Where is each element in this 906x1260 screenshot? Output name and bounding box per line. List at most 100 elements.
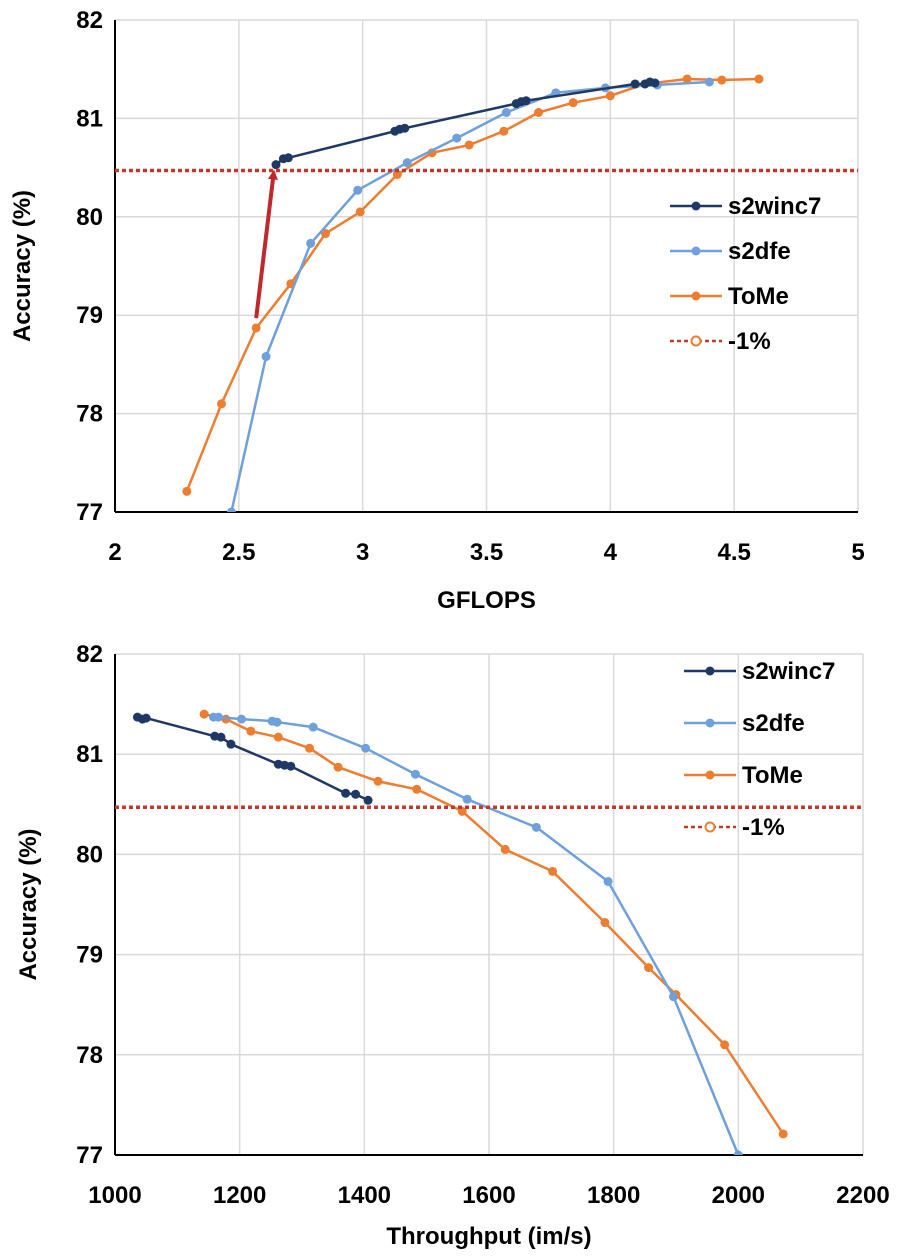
data-point-tome bbox=[568, 98, 578, 108]
x-tick-label: 1200 bbox=[213, 1182, 266, 1209]
data-point-s2dfe bbox=[402, 158, 412, 168]
data-point-s2dfe bbox=[306, 238, 316, 248]
y-tick-label: 78 bbox=[76, 1042, 103, 1069]
x-tick-label: 2200 bbox=[836, 1182, 889, 1209]
legend-swatch-marker bbox=[691, 291, 701, 301]
data-point-tome bbox=[199, 709, 209, 719]
data-point-s2dfe bbox=[531, 822, 541, 832]
data-point-s2winc7 bbox=[283, 153, 293, 163]
legend-swatch-marker bbox=[691, 201, 701, 211]
legend-label: -1% bbox=[728, 328, 771, 355]
series-line-s2winc7 bbox=[275, 80, 656, 166]
data-point-s2dfe bbox=[272, 717, 282, 727]
y-tick-label: 79 bbox=[76, 302, 103, 329]
series-line-tome bbox=[203, 712, 785, 1135]
data-point-tome bbox=[644, 963, 654, 973]
y-tick-label: 79 bbox=[76, 942, 103, 969]
data-point-s2winc7 bbox=[141, 713, 151, 723]
y-tick-label: 82 bbox=[76, 7, 103, 34]
x-tick-label: 1000 bbox=[88, 1182, 141, 1209]
series-s2winc7 bbox=[132, 712, 373, 805]
data-point-s2dfe bbox=[237, 714, 247, 724]
x-tick-label: 5 bbox=[851, 539, 864, 566]
data-point-s2dfe bbox=[733, 1150, 743, 1155]
y-tick-label: 77 bbox=[76, 1142, 103, 1169]
data-point-s2dfe bbox=[452, 133, 462, 143]
data-point-s2dfe bbox=[353, 185, 363, 195]
x-tick-label: 1600 bbox=[462, 1182, 515, 1209]
data-point-s2winc7 bbox=[286, 761, 296, 771]
data-point-s2dfe bbox=[462, 794, 472, 804]
y-tick-label: 77 bbox=[76, 499, 103, 526]
data-point-tome bbox=[600, 918, 610, 928]
legend-item: -1% bbox=[684, 814, 785, 841]
x-tick-label: 2000 bbox=[712, 1182, 765, 1209]
data-point-s2winc7 bbox=[271, 160, 281, 170]
data-point-tome bbox=[717, 75, 727, 85]
x-tick-label: 1400 bbox=[338, 1182, 391, 1209]
x-tick-label: 2.5 bbox=[222, 539, 255, 566]
legend-label: s2winc7 bbox=[742, 658, 835, 685]
data-point-s2dfe bbox=[501, 107, 511, 117]
data-point-s2winc7 bbox=[521, 96, 531, 106]
legend: s2winc7 s2dfe ToMe -1% bbox=[670, 193, 821, 355]
x-tick-label: 3 bbox=[356, 539, 369, 566]
y-tick-label: 80 bbox=[76, 204, 103, 231]
data-point-s2dfe bbox=[261, 352, 271, 362]
data-point-tome bbox=[304, 743, 314, 753]
y-tick-label: 80 bbox=[76, 841, 103, 868]
data-point-s2winc7 bbox=[216, 732, 226, 742]
data-point-s2winc7 bbox=[226, 739, 236, 749]
data-point-s2winc7 bbox=[650, 78, 660, 88]
y-tick-label: 78 bbox=[76, 401, 103, 428]
data-point-s2dfe bbox=[603, 876, 613, 886]
y-tick-label: 81 bbox=[76, 105, 103, 132]
data-point-tome bbox=[273, 732, 283, 742]
data-point-tome bbox=[534, 107, 544, 117]
legend-item: ToMe bbox=[670, 283, 789, 310]
data-point-tome bbox=[251, 323, 261, 333]
series-s2dfe bbox=[208, 712, 743, 1155]
data-point-tome bbox=[321, 229, 331, 239]
x-tick-label: 2 bbox=[108, 539, 121, 566]
series-s2winc7 bbox=[271, 77, 660, 170]
data-point-s2dfe bbox=[308, 722, 318, 732]
series-tome bbox=[182, 74, 764, 496]
legend-item: s2winc7 bbox=[684, 658, 835, 685]
series-line-tome bbox=[185, 77, 759, 492]
legend-item: -1% bbox=[670, 328, 771, 355]
legend-item: s2dfe bbox=[670, 238, 791, 265]
y-tick-label: 82 bbox=[76, 641, 103, 668]
legend-label: -1% bbox=[742, 814, 785, 841]
x-tick-label: 4 bbox=[604, 539, 618, 566]
legend-label: ToMe bbox=[742, 762, 803, 789]
data-point-tome bbox=[682, 74, 692, 84]
legend-swatch-marker bbox=[705, 770, 715, 780]
data-point-tome bbox=[500, 844, 510, 854]
chart-bottom-throughput: 1000 1200 1400 1600 1800 2000 2200 77 78 79 80 81 82… bbox=[15, 641, 890, 1250]
data-point-tome bbox=[464, 140, 474, 150]
data-point-tome bbox=[216, 399, 226, 409]
chart-top-gflops: 2 2.5 3 3.5 4 4.5 5 77 78 79 80 81 82 GFLOPS Accuracy … bbox=[9, 7, 865, 614]
data-point-tome bbox=[499, 126, 509, 136]
legend-swatch-marker bbox=[705, 718, 715, 728]
data-point-tome bbox=[355, 207, 365, 217]
data-point-s2winc7 bbox=[351, 789, 361, 799]
y-tick-label: 81 bbox=[76, 741, 103, 768]
legend-item: s2dfe bbox=[684, 710, 805, 737]
data-point-tome bbox=[457, 806, 467, 816]
data-point-s2dfe bbox=[213, 712, 223, 722]
data-point-tome bbox=[182, 486, 192, 496]
data-point-tome bbox=[373, 776, 383, 786]
legend-swatch-marker bbox=[705, 666, 715, 676]
data-point-tome bbox=[754, 74, 764, 84]
legend-swatch-marker bbox=[690, 335, 702, 347]
annotation-arrow bbox=[254, 169, 278, 319]
data-point-tome bbox=[720, 1040, 730, 1050]
data-point-s2dfe bbox=[704, 77, 714, 87]
x-tick-label: 4.5 bbox=[717, 539, 750, 566]
data-point-tome bbox=[605, 91, 615, 101]
x-axis-title: GFLOPS bbox=[437, 587, 536, 614]
legend-label: s2winc7 bbox=[728, 193, 821, 220]
